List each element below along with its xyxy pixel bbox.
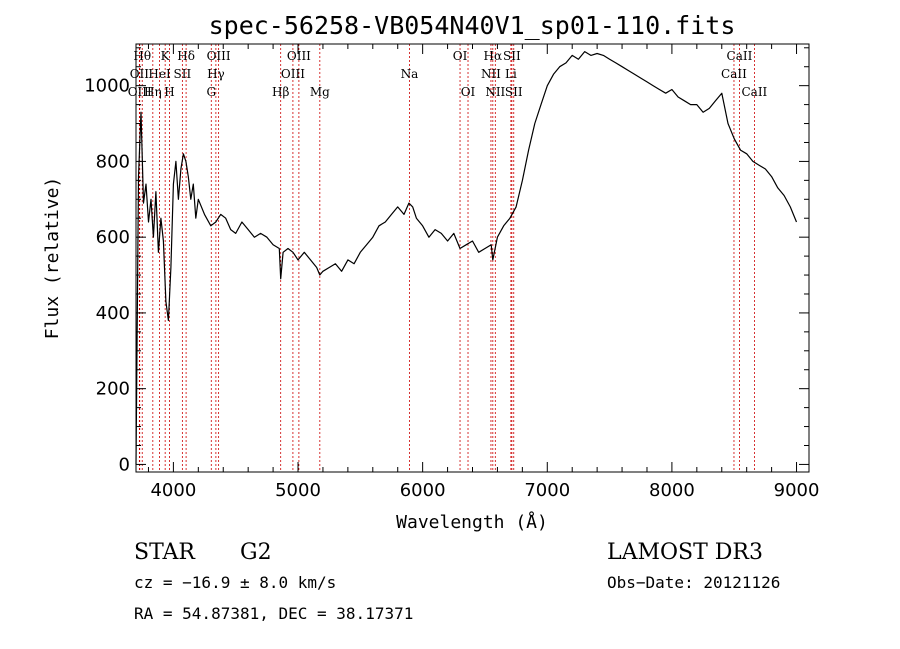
emission-line-label: Li — [505, 67, 517, 81]
emission-line-label: CaII — [741, 85, 767, 99]
spectrum-line — [135, 50, 798, 465]
emission-line-label: H — [164, 85, 174, 99]
x-axis: 4000 5000 6000 7000 8000 9000 — [147, 44, 820, 501]
emission-line-label: SII — [505, 85, 523, 99]
y-tick-label: 800 — [96, 151, 130, 172]
emission-line-label: HeI — [148, 67, 171, 81]
emission-line-label: SII — [174, 67, 192, 81]
emission-line-label: SII — [503, 49, 521, 63]
emission-line-label: Na — [401, 67, 419, 81]
x-tick-label: 8000 — [649, 480, 695, 501]
object-class: STAR — [134, 540, 196, 565]
x-tick-label: 5000 — [275, 480, 321, 501]
emission-line-label: K — [161, 49, 171, 63]
redshift-info: cz = −16.9 ± 8.0 km/s — [134, 573, 336, 592]
object-subclass: G2 — [240, 540, 272, 565]
emission-line-label: G — [206, 85, 216, 99]
x-tick-label: 4000 — [150, 480, 196, 501]
emission-line-label: Hα — [484, 49, 503, 63]
emission-line-label: OIII — [128, 85, 152, 99]
emission-line-label: Hη — [144, 85, 162, 99]
emission-line-label: OIII — [207, 49, 231, 63]
y-tick-label: 600 — [96, 227, 130, 248]
emission-line-label: NII — [481, 67, 501, 81]
emission-line-label: Hδ — [177, 49, 195, 63]
emission-line-label: Hβ — [272, 85, 289, 99]
x-tick-label: 7000 — [524, 480, 570, 501]
emission-line-label: Mg — [310, 85, 330, 99]
obs-date: Obs−Date: 20121126 — [607, 573, 780, 592]
emission-line-label: OIII — [281, 67, 305, 81]
plot-frame — [135, 43, 810, 473]
emission-line-label: CaII — [727, 49, 753, 63]
emission-line-label: Hθ — [133, 49, 151, 63]
emission-line-labels: OIIOIIIHθHηHeIKHSIIHδGHγOIIIHβOIIIOIIIMg… — [128, 49, 768, 99]
emission-line-label: Hγ — [207, 67, 225, 81]
x-tick-label: 9000 — [774, 480, 820, 501]
y-tick-label: 1000 — [84, 76, 130, 97]
emission-line-label: OI — [453, 49, 468, 63]
emission-line-label: OII — [130, 67, 150, 81]
y-tick-label: 400 — [96, 303, 130, 324]
y-tick-label: 200 — [96, 379, 130, 400]
y-axis-label: Flux (relative) — [42, 177, 63, 340]
emission-line-label: OIII — [287, 49, 311, 63]
coordinates: RA = 54.87381, DEC = 38.17371 — [134, 604, 413, 623]
emission-line-markers — [138, 44, 755, 472]
y-axis: 0 200 400 600 800 1000 — [84, 47, 809, 475]
y-tick-label: 0 — [119, 454, 130, 475]
emission-line-label: NII — [485, 85, 505, 99]
x-axis-label: Wavelength (Å) — [396, 511, 548, 533]
emission-line-label: CaII — [721, 67, 747, 81]
survey-name: LAMOST DR3 — [607, 540, 763, 565]
x-tick-label: 6000 — [400, 480, 446, 501]
chart-title: spec-56258-VB054N40V1_sp01-110.fits — [209, 11, 736, 40]
emission-line-label: OI — [461, 85, 476, 99]
